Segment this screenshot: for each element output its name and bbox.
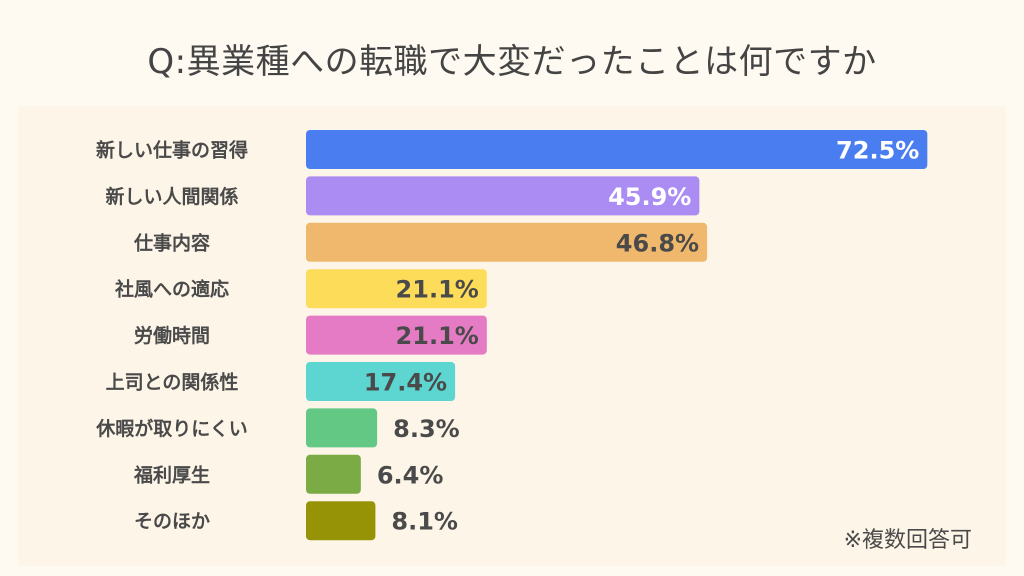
value-label: 17.4% <box>364 369 447 397</box>
category-label: 新しい仕事の習得 <box>96 139 248 162</box>
bar <box>306 501 376 541</box>
multiple-answers-note: ※複数回答可 <box>843 528 972 553</box>
category-label: 新しい人間関係 <box>105 185 238 208</box>
value-label: 8.1% <box>391 508 458 536</box>
bar <box>306 176 700 216</box>
value-label: 72.5% <box>836 137 919 165</box>
value-label: 6.4% <box>377 461 444 489</box>
value-label: 46.8% <box>616 229 699 257</box>
value-label: 8.3% <box>393 415 460 443</box>
chart-panel: 新しい仕事の習得 72.5% 新しい人間関係 45.9% 仕事内容 46.8% 社風への適応… <box>18 106 1006 566</box>
category-label: 休暇が取りにくい <box>95 417 248 440</box>
category-label: 労働時間 <box>134 324 210 347</box>
bar <box>306 362 456 401</box>
category-label: 福利厚生 <box>133 463 210 486</box>
category-label: 仕事内容 <box>133 231 210 254</box>
category-label: 上司との関係性 <box>106 371 239 394</box>
bar-chart: 新しい仕事の習得 72.5% 新しい人間関係 45.9% 仕事内容 46.8% 社風への適応… <box>95 130 928 541</box>
chart-title: Q:異業種への転職で大変だったことは何ですか <box>147 42 877 82</box>
value-label: 21.1% <box>396 276 479 304</box>
category-label: 社風への適応 <box>114 278 229 301</box>
bar <box>306 454 361 494</box>
value-label: 45.9% <box>608 183 691 211</box>
bar <box>306 130 928 169</box>
bar <box>306 408 378 448</box>
category-label: そのほか <box>134 511 210 533</box>
value-label: 21.1% <box>396 322 479 350</box>
bar <box>306 315 487 355</box>
bar <box>306 222 708 262</box>
bar <box>306 269 487 309</box>
